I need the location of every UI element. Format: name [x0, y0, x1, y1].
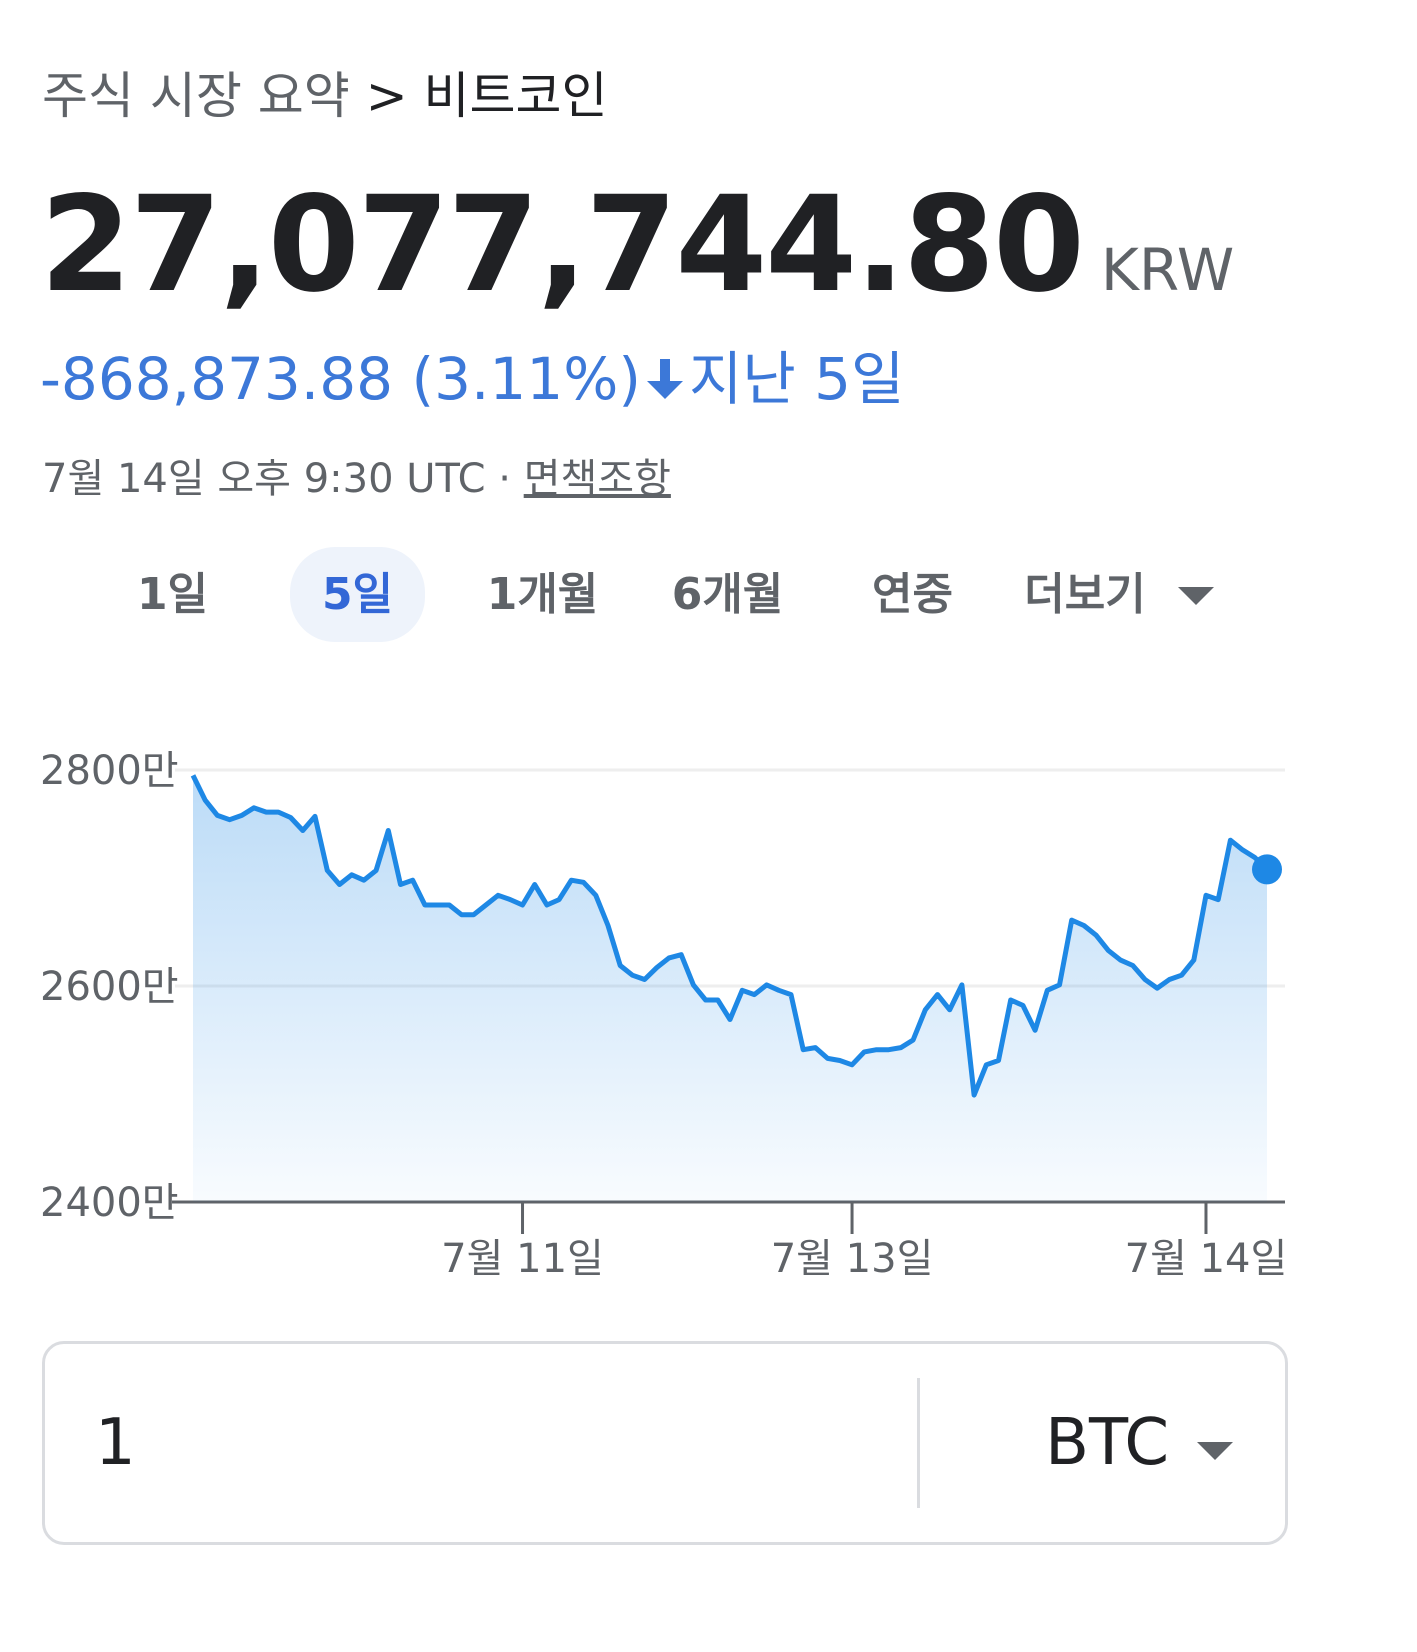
chart: 2400만 2600만 2800만 7월 11일 7월 13일 7월 14일: [40, 748, 1288, 1282]
down-arrow: [646, 359, 683, 399]
tab-label: 1일: [136, 569, 209, 620]
dropdown-arrow: [1197, 1442, 1233, 1460]
price-row: 27,077,744.80 KRW: [40, 168, 1234, 322]
amount-input[interactable]: 1: [95, 1406, 136, 1480]
tab-label: 6개월: [671, 569, 784, 620]
x-tick-label: 7월 11일: [441, 1236, 604, 1282]
range-tab[interactable]: 6개월: [635, 550, 820, 640]
change-percent: (3.11%): [411, 345, 641, 413]
change-row: -868,873.88 (3.11%) 지난 5일: [40, 332, 904, 416]
currency-name: BTC: [1045, 1406, 1169, 1480]
change: -868,873.88: [40, 345, 394, 413]
x-tick-label: 7월 14일: [1125, 1236, 1288, 1282]
breadcrumb: 주식 시장 요약 > 비트코인: [42, 56, 608, 128]
x-tick-label: 7월 13일: [771, 1236, 934, 1282]
dropdown-arrow: [1177, 587, 1214, 605]
disclaimer-link[interactable]: 면책조항: [523, 456, 671, 502]
y-tick-label: 2600만: [40, 964, 179, 1010]
timestamp-row: 7월 14일 오후 9:30 UTC · 면책조항: [42, 446, 671, 504]
timestamp: 7월 14일 오후 9:30 UTC: [42, 456, 486, 502]
price: 27,077,744.80: [40, 168, 1085, 322]
tab-label: 1개월: [486, 569, 599, 620]
separator: ·: [498, 456, 511, 502]
range-tab[interactable]: 1일: [80, 550, 265, 640]
currency-select[interactable]: BTC: [1045, 1406, 1235, 1480]
range-tab[interactable]: 5일: [265, 547, 450, 642]
tab-label: 더보기: [1024, 569, 1146, 620]
breadcrumb-separator: >: [365, 67, 408, 125]
price-line: [190, 774, 1269, 1098]
range-tab[interactable]: 연중: [820, 550, 1005, 640]
range-tab[interactable]: 1개월: [450, 550, 635, 640]
breadcrumb-parent[interactable]: 주식 시장 요약: [42, 67, 350, 125]
tab-label: 연중: [872, 569, 953, 620]
converter: 1 BTC: [42, 1341, 1288, 1545]
y-tick-label: 2400만: [40, 1180, 179, 1226]
period: 지난 5일: [688, 345, 905, 413]
currency: KRW: [1100, 236, 1235, 304]
y-tick-label: 2800만: [40, 748, 179, 794]
tab-label: 5일: [289, 547, 426, 642]
last-point: [1252, 854, 1282, 885]
area-fill: [193, 775, 1267, 1202]
divider: [917, 1378, 920, 1508]
breadcrumb-current: 비트코인: [423, 67, 608, 125]
range-tab[interactable]: 더보기: [1005, 550, 1235, 640]
